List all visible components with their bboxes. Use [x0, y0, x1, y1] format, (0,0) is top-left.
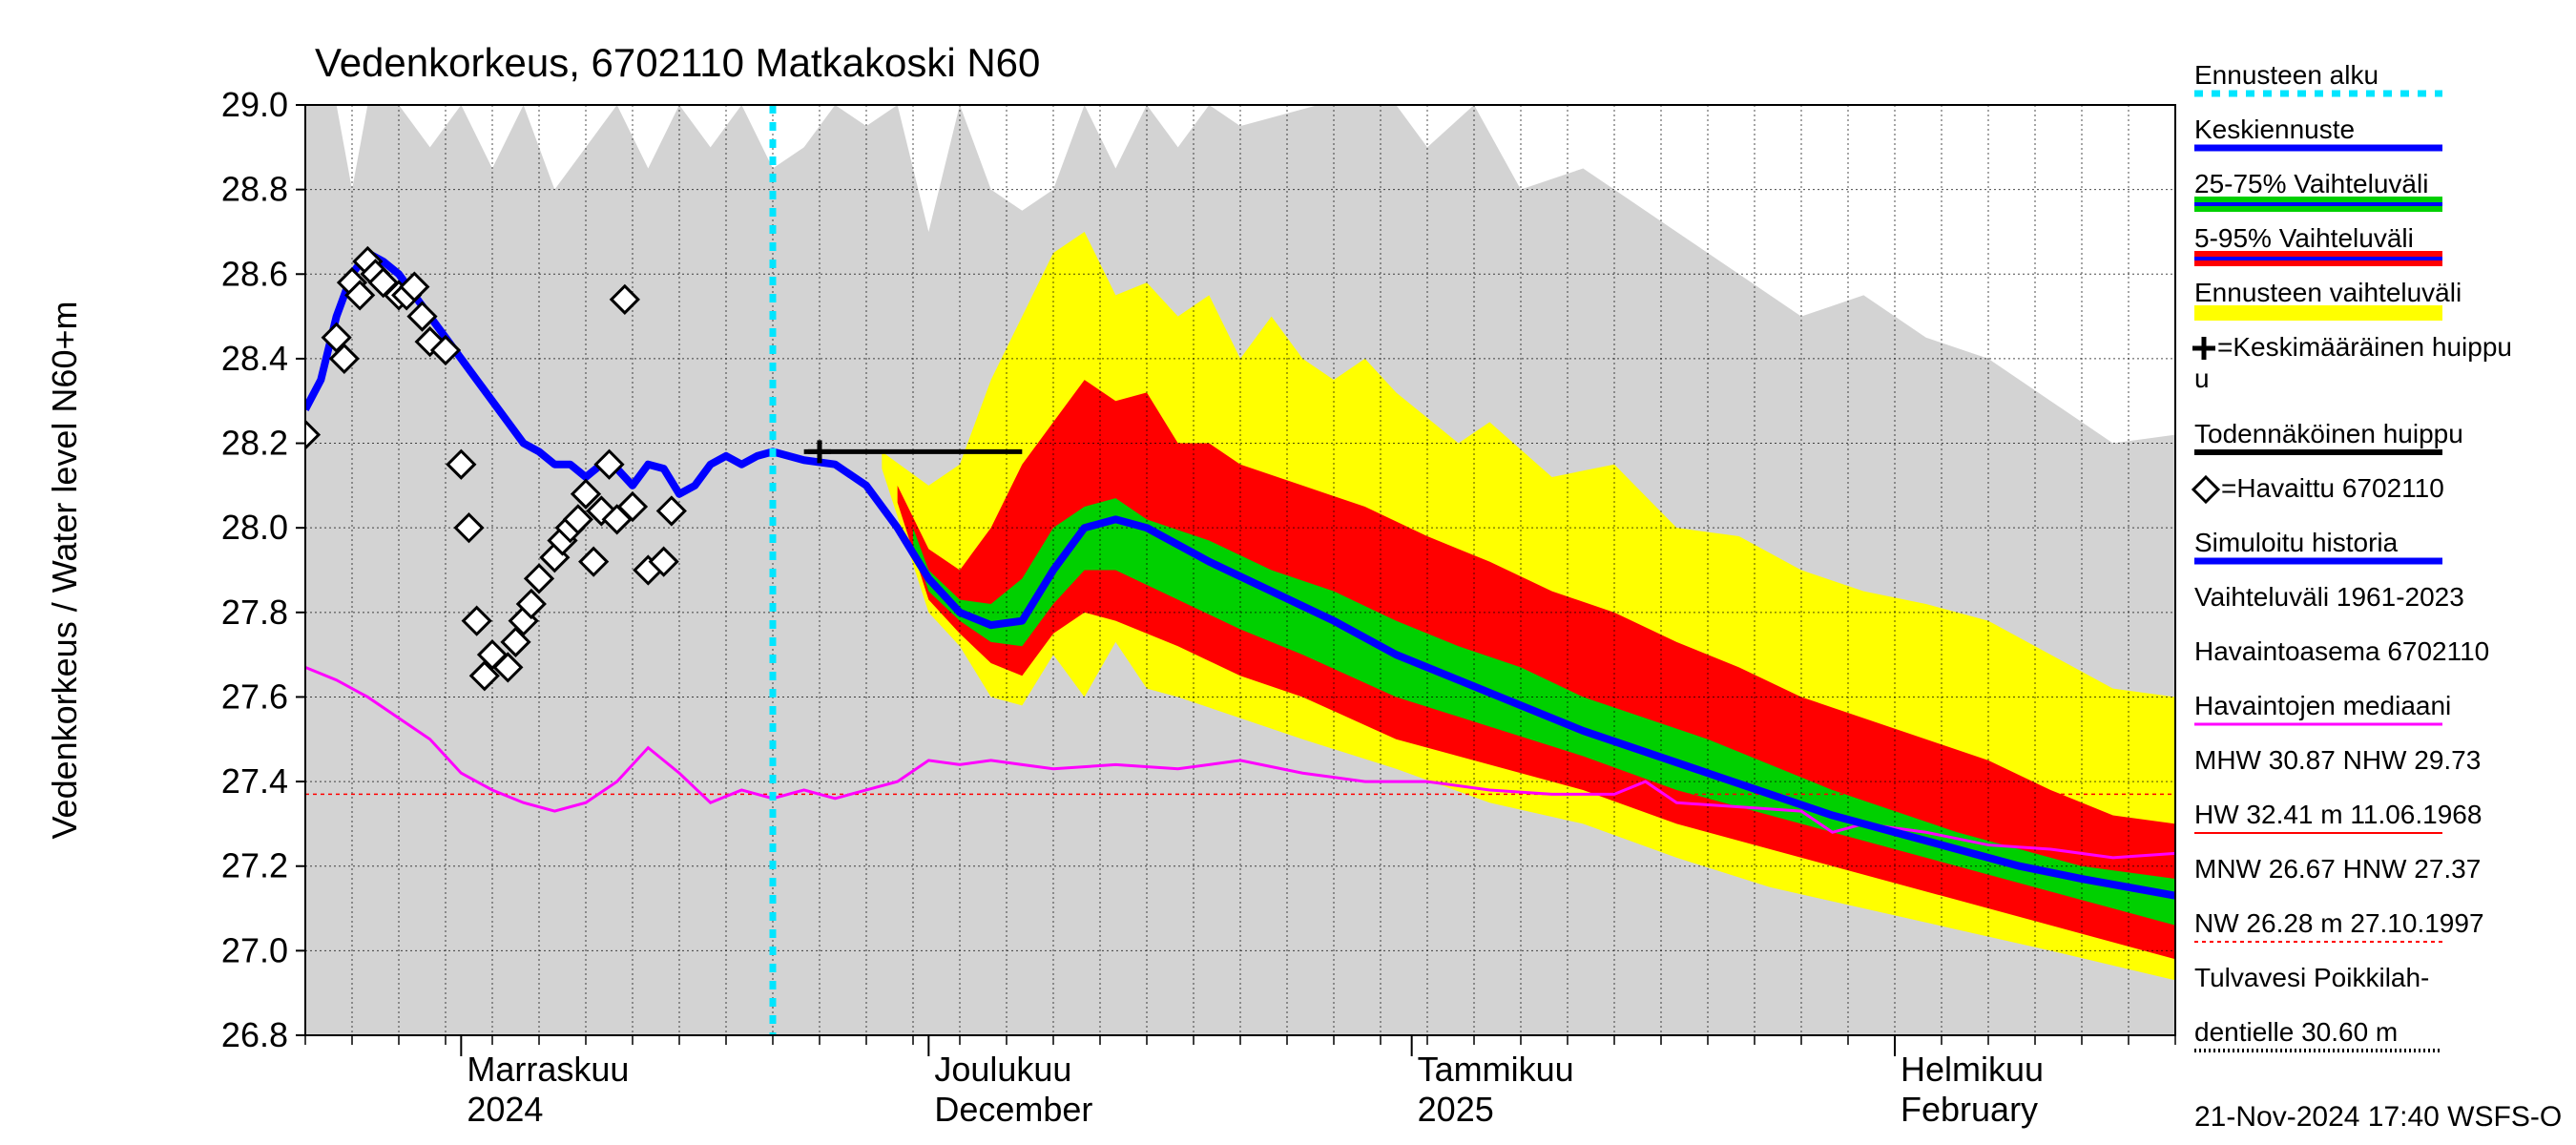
legend-label: Ennusteen vaihteluväli [2194, 278, 2462, 307]
x-tick-label-bot: February [1901, 1090, 2038, 1129]
legend-label: Keskiennuste [2194, 114, 2355, 144]
x-tick-label-top: Marraskuu [467, 1050, 629, 1089]
legend-item-mnw: MNW 26.67 HNW 27.37 [2194, 854, 2481, 884]
legend-label-cont: u [2194, 364, 2210, 393]
x-tick-label-bot: December [934, 1090, 1092, 1129]
y-tick-label: 28.0 [221, 508, 288, 547]
legend-label: Havaintojen mediaani [2194, 691, 2451, 720]
legend-label: Ennusteen alku [2194, 60, 2379, 90]
y-tick-label: 28.6 [221, 254, 288, 293]
y-axis-label: Vedenkorkeus / Water level N60+m [45, 302, 84, 840]
y-tick-label: 27.8 [221, 593, 288, 632]
y-tick-label: 29.0 [221, 85, 288, 124]
legend-label: MNW 26.67 HNW 27.37 [2194, 854, 2481, 884]
legend-label: =Havaittu 6702110 [2221, 473, 2444, 503]
legend-item-band_25_75: 25-75% Vaihteluväli [2194, 169, 2442, 212]
legend-label: =Keskimääräinen huippu [2217, 332, 2512, 362]
y-tick-label: 28.2 [221, 424, 288, 463]
x-tick-label-bot: 2025 [1418, 1090, 1494, 1129]
x-tick-label-top: Helmikuu [1901, 1050, 2044, 1089]
y-tick-label: 27.4 [221, 761, 288, 801]
legend-item-hw: HW 32.41 m 11.06.1968 [2194, 800, 2482, 833]
legend-label: dentielle 30.60 m [2194, 1017, 2398, 1047]
legend-item-mhw: MHW 30.87 NHW 29.73 [2194, 745, 2481, 775]
legend-item-station: Havaintoasema 6702110 [2194, 636, 2489, 666]
legend-item-likely_peak: Todennäköinen huippu [2194, 419, 2463, 452]
y-tick-label: 27.2 [221, 846, 288, 885]
y-tick-label: 26.8 [221, 1015, 288, 1054]
legend-label: HW 32.41 m 11.06.1968 [2194, 800, 2482, 829]
footer-timestamp: 21-Nov-2024 17:40 WSFS-O [2194, 1101, 2562, 1133]
legend-item-obs_median: Havaintojen mediaani [2194, 691, 2451, 724]
legend-label: 5-95% Vaihteluväli [2194, 223, 2414, 253]
legend: Ennusteen alku Keskiennuste 25-75% Vaihtel… [2192, 60, 2512, 1051]
legend-label: Tulvavesi Poikkilah- [2194, 963, 2429, 992]
legend-label: 25-75% Vaihteluväli [2194, 169, 2428, 198]
chart-container: 26.8 27.0 27.2 27.4 27.6 27.8 28.0 28.2 28.4 28.6… [0, 0, 2576, 1145]
x-tick-label-top: Joulukuu [934, 1050, 1071, 1089]
legend-label: Simuloitu historia [2194, 528, 2399, 557]
legend-item-nw: NW 26.28 m 27.10.1997 [2194, 908, 2484, 942]
x-tick-label-bot: 2024 [467, 1090, 543, 1129]
legend-label: Vaihteluväli 1961-2023 [2194, 582, 2464, 612]
legend-item-avg_peak: =Keskimääräinen huippuu [2192, 332, 2512, 393]
legend-item-forecast_start: Ennusteen alku [2194, 60, 2442, 94]
legend-item-band_5_95: 5-95% Vaihteluväli [2194, 223, 2442, 266]
legend-item-sim_history: Simuloitu historia [2194, 528, 2442, 561]
plot-area [292, 105, 2175, 1035]
y-tick-label: 28.4 [221, 339, 288, 378]
legend-label: Havaintoasema 6702110 [2194, 636, 2489, 666]
legend-item-flood2: dentielle 30.60 m [2194, 1017, 2442, 1051]
legend-item-flood1: Tulvavesi Poikkilah- [2194, 963, 2429, 992]
legend-label: MHW 30.87 NHW 29.73 [2194, 745, 2481, 775]
y-tick-label: 28.8 [221, 170, 288, 209]
legend-label: Todennäköinen huippu [2194, 419, 2463, 448]
chart-title: Vedenkorkeus, 6702110 Matkakoski N60 [315, 40, 1040, 85]
legend-item-mean_forecast: Keskiennuste [2194, 114, 2442, 148]
chart-svg: 26.8 27.0 27.2 27.4 27.6 27.8 28.0 28.2 28.4 28.6… [0, 0, 2576, 1145]
legend-item-observed: =Havaittu 6702110 [2193, 473, 2444, 503]
legend-label: NW 26.28 m 27.10.1997 [2194, 908, 2484, 938]
y-tick-label: 27.0 [221, 930, 288, 969]
y-tick-label: 27.6 [221, 677, 288, 716]
legend-item-hist_range: Vaihteluväli 1961-2023 [2194, 582, 2464, 612]
legend-item-band_full: Ennusteen vaihteluväli [2194, 278, 2462, 321]
x-tick-label-top: Tammikuu [1418, 1050, 1574, 1089]
